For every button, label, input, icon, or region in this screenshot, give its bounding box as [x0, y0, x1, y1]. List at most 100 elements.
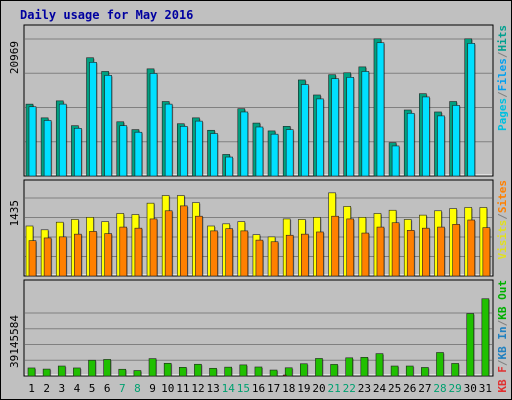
bar-visits-b [452, 224, 460, 277]
bar-kb-out [481, 298, 490, 377]
bar-kb-out [390, 365, 399, 377]
day-label: 10 [161, 382, 174, 395]
day-label: 5 [89, 382, 96, 395]
bar-visits-b [376, 226, 385, 277]
legend-entry: KB In [496, 326, 509, 359]
bar-visits-b [406, 230, 415, 277]
bar-hits-b [391, 145, 400, 177]
day-label: 2 [43, 382, 50, 395]
legend-entry: / [496, 319, 509, 326]
legend-entry: KB Out [496, 280, 509, 320]
legend-kbytes: KB F/KB In/KB Out [496, 280, 509, 393]
day-label: 27 [418, 382, 431, 395]
bar-visits-b [43, 237, 52, 277]
bar-kb-out [451, 363, 459, 377]
day-label: 22 [343, 382, 356, 395]
bar-visits-b [149, 218, 158, 277]
bar-kb-out [239, 364, 248, 377]
bar-visits-b [316, 231, 324, 277]
day-label: 3 [59, 382, 66, 395]
day-label: 16 [252, 382, 265, 395]
bar-visits-b [240, 230, 249, 277]
panel-visits: 1435 Visits/Sites [8, 179, 509, 277]
legend-entry: Pages [496, 98, 509, 131]
bar-hits-b [285, 129, 294, 177]
bar-kb-out [27, 367, 36, 377]
bar-visits-b [301, 233, 309, 277]
day-label: 13 [206, 382, 219, 395]
day-label: 29 [449, 382, 462, 395]
bar-kb-out [118, 368, 127, 377]
bar-kb-out [375, 353, 384, 377]
bar-hits-b [195, 120, 203, 177]
bar-visits-b [179, 205, 188, 277]
day-label: 28 [433, 382, 446, 395]
bar-hits-b [376, 42, 385, 177]
day-label: 30 [464, 382, 477, 395]
bar-hits-b [74, 128, 82, 177]
legend-entry: KB F [496, 366, 509, 393]
bar-visits-b [164, 210, 173, 277]
day-label: 11 [176, 382, 189, 395]
day-label: 9 [149, 382, 156, 395]
bar-kb-out [163, 362, 172, 377]
bar-hits-b [346, 77, 355, 177]
bar-kb-out [284, 367, 293, 377]
bar-hits-b [467, 43, 476, 177]
day-label: 14 [222, 382, 236, 395]
legend-visits: Visits/Sites [496, 180, 509, 260]
bar-visits-b [119, 226, 128, 277]
day-label: 20 [312, 382, 325, 395]
bar-visits-b [331, 215, 339, 277]
bar-kb-out [405, 365, 414, 377]
legend-entry: Hits [496, 25, 509, 52]
bar-visits-b [270, 241, 279, 277]
bar-hits-b [255, 126, 264, 177]
bar-kb-out [466, 313, 475, 377]
bar-hits-b [89, 62, 97, 177]
day-label: 6 [104, 382, 111, 395]
bar-hits-b [361, 71, 370, 177]
bar-visits-b [28, 240, 37, 277]
bar-hits-b [452, 105, 460, 177]
bar-kb-out [421, 367, 429, 377]
bar-kb-out [300, 363, 308, 377]
legend-hits: Pages/Files/Hits [496, 25, 509, 131]
bar-kb-out [269, 369, 278, 377]
bar-kb-f [282, 374, 287, 377]
chart-title: Daily usage for May 2016 [20, 8, 193, 22]
bar-hits-b [331, 78, 339, 177]
max-tick-label: 1435 [8, 200, 21, 227]
day-label: 8 [134, 382, 141, 395]
bar-hits-b [301, 84, 309, 177]
bar-kb-out [42, 368, 51, 377]
legend-entry: / [496, 213, 509, 220]
bar-kb-out [57, 365, 66, 377]
day-label: 31 [479, 382, 492, 395]
bar-hits-b [225, 156, 233, 177]
bar-hits-b [270, 133, 279, 177]
bar-visits-b [210, 230, 218, 277]
bar-kb-out [345, 357, 354, 377]
legend-entry: Files [496, 58, 509, 91]
bar-visits-b [58, 236, 67, 277]
bar-hits-b [104, 75, 112, 177]
bar-visits-b [361, 232, 370, 277]
day-label: 18 [282, 382, 295, 395]
day-label: 26 [403, 382, 416, 395]
bar-hits-b [149, 73, 158, 177]
legend-entry: / [496, 91, 509, 98]
bar-visits-b [255, 239, 264, 277]
bar-kb-out [209, 367, 217, 377]
bar-hits-b [422, 96, 430, 177]
bar-visits-b [134, 227, 143, 277]
bar-kb-out [103, 359, 111, 377]
bar-kb-out [254, 366, 263, 377]
bar-hits-b [58, 103, 67, 177]
day-label: 4 [74, 382, 81, 395]
bar-visits-b [482, 227, 491, 277]
bar-visits-b [437, 226, 445, 277]
bar-visits-b [104, 233, 112, 277]
